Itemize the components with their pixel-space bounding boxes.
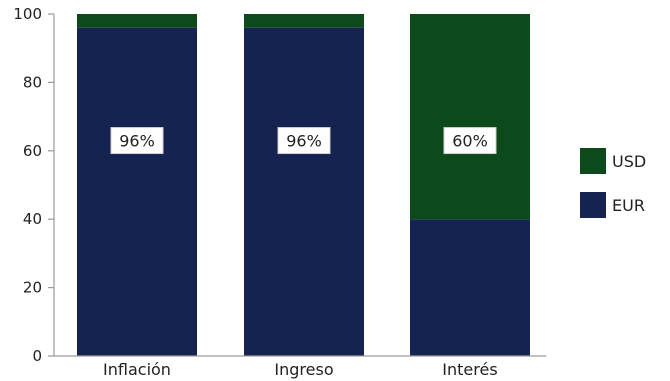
data-label-box [443, 127, 497, 155]
bar-segment-usd-3 [410, 14, 530, 220]
axes-layer [53, 14, 546, 357]
bar-segment-eur-1 [77, 27, 197, 357]
x-category-label: Ingreso [274, 360, 333, 379]
legend-swatch-eur [580, 192, 606, 218]
y-axis-ticks: 0 20 40 60 80 100 [13, 5, 54, 365]
bar-segment-usd-2 [244, 14, 364, 28]
data-label-box [110, 127, 164, 155]
data-label: 60% [452, 132, 488, 151]
bar-segment-usd-1 [77, 14, 197, 28]
y-tick-label: 40 [23, 210, 42, 228]
legend-label-usd: USD [612, 152, 646, 171]
data-label: 96% [119, 132, 155, 151]
x-category-label: Interés [442, 360, 497, 379]
y-tick-label: 100 [13, 5, 42, 23]
bar-segment-eur-2 [244, 27, 364, 357]
bars-layer [77, 14, 530, 357]
x-category-label: Inflación [103, 360, 171, 379]
legend-swatch-usd [580, 148, 606, 174]
y-tick-label: 80 [23, 73, 42, 91]
legend: USD EUR [580, 148, 646, 218]
y-tick-label: 60 [23, 142, 42, 160]
y-tick-label: 0 [32, 347, 42, 365]
data-label-box [277, 127, 331, 155]
data-labels: 96% 96% 60% [110, 127, 497, 155]
data-label: 96% [286, 132, 322, 151]
y-tick-label: 20 [23, 279, 42, 297]
x-axis-labels: Inflación Ingreso Interés [103, 360, 498, 379]
bar-segment-eur-3 [410, 219, 530, 356]
legend-label-eur: EUR [612, 196, 645, 215]
